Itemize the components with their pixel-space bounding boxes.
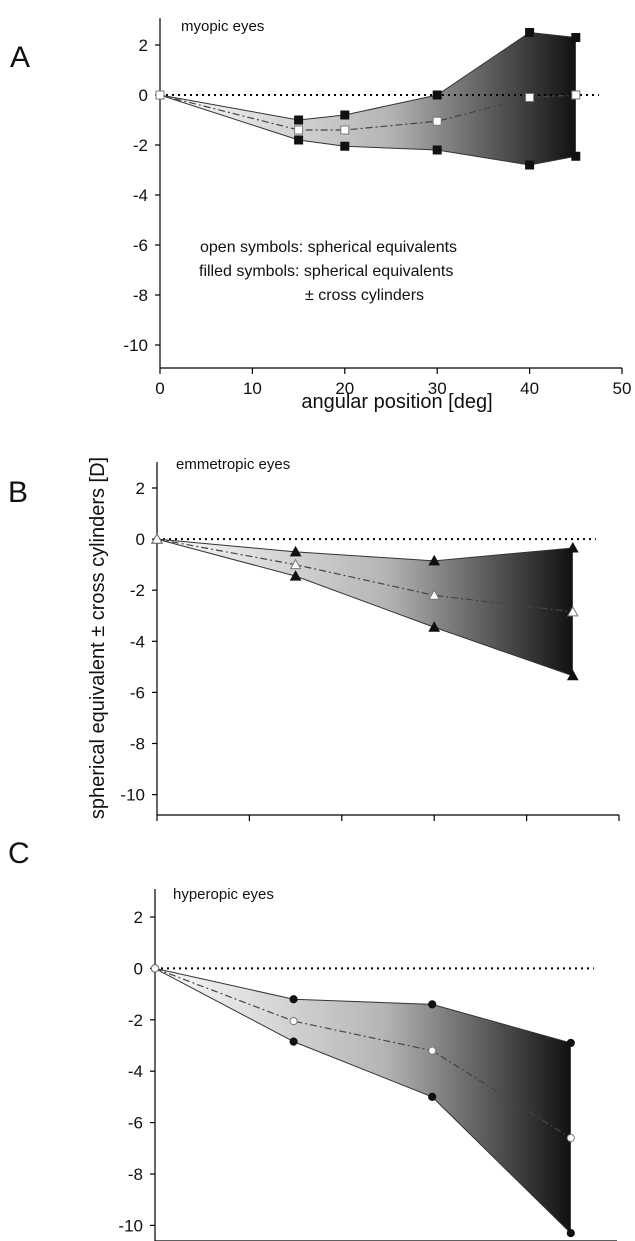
y-tick-label-b: 0 — [136, 530, 145, 549]
y-tick-label-a: 2 — [139, 36, 148, 55]
legend-open-symbols: open symbols: spherical equivalents — [200, 239, 457, 256]
y-tick-label-c: -10 — [118, 1216, 143, 1235]
lower-line-c — [154, 967, 572, 1234]
upper-point-a — [294, 115, 304, 125]
mean-line-b — [156, 538, 573, 613]
mean-point-a — [340, 125, 350, 135]
mean-point-b — [566, 605, 579, 617]
panel-c-title: hyperopic eyes — [173, 886, 274, 903]
mean-point-c — [150, 964, 160, 973]
x-tick-label-a: 40 — [520, 379, 539, 398]
x-tick-label-a: 0 — [155, 379, 164, 398]
upper-point-b — [566, 542, 579, 553]
panel-letter-a: A — [10, 41, 30, 74]
y-tick-label-a: -2 — [133, 136, 148, 155]
shaded-band-c — [155, 968, 571, 1234]
mean-point-a — [432, 116, 442, 126]
upper-point-a — [340, 110, 350, 120]
upper-point-b — [289, 545, 302, 557]
mean-point-a — [525, 93, 535, 102]
lower-point-b — [566, 669, 579, 681]
y-tick-label-a: 0 — [139, 86, 148, 105]
legend-cross-cylinders: ± cross cylinders — [305, 287, 424, 304]
y-tick-label-a: -10 — [123, 336, 148, 355]
lower-line-b — [156, 538, 573, 677]
mean-point-b — [151, 533, 163, 544]
lower-point-a — [340, 141, 350, 151]
shaded-band-a — [160, 32, 576, 165]
mean-point-c — [566, 1133, 575, 1143]
mean-point-b — [428, 589, 441, 600]
lower-point-a — [525, 160, 535, 170]
upper-point-b — [428, 554, 441, 566]
y-tick-label-c: 2 — [134, 908, 143, 927]
lower-line-a — [159, 94, 576, 166]
x-tick-label-a: 30 — [428, 379, 447, 398]
mean-point-a — [294, 125, 304, 135]
y-tick-label-a: -4 — [133, 186, 148, 205]
shaded-band-b — [157, 539, 573, 676]
upper-point-a — [571, 33, 581, 42]
mean-point-a — [155, 90, 165, 100]
upper-line-b — [156, 538, 573, 562]
y-tick-label-c: -8 — [128, 1165, 143, 1184]
lower-point-c — [289, 1037, 298, 1046]
y-tick-label-b: -6 — [130, 683, 145, 702]
mean-point-c — [289, 1016, 298, 1026]
y-tick-label-b: -4 — [130, 632, 145, 651]
mean-line-c — [154, 967, 572, 1139]
lower-point-a — [432, 145, 442, 155]
upper-point-a — [525, 28, 535, 37]
panel-c-hyperopic: hyperopic eyes 2 0 -2 -4 -6 -8 -10 — [118, 886, 617, 1241]
panel-letter-c: C — [8, 837, 30, 870]
mean-line-a — [159, 94, 576, 131]
y-tick-label-b: -2 — [130, 581, 145, 600]
y-tick-label-c: 0 — [134, 959, 143, 978]
upper-point-c — [428, 1000, 437, 1009]
lower-point-b — [428, 621, 441, 632]
x-axis-label: angular position [deg] — [301, 391, 492, 413]
panel-b-title: emmetropic eyes — [176, 456, 290, 473]
panel-a-title: myopic eyes — [181, 18, 264, 35]
lower-point-a — [294, 135, 304, 145]
x-tick-label-a: 50 — [613, 379, 632, 398]
y-tick-label-c: -4 — [128, 1062, 143, 1081]
upper-line-a — [159, 31, 576, 121]
y-tick-label-a: -6 — [133, 236, 148, 255]
panel-letter-b: B — [8, 476, 28, 509]
upper-point-c — [566, 1038, 575, 1048]
y-tick-label-b: -10 — [120, 786, 145, 805]
x-tick-label-a: 20 — [335, 379, 354, 398]
upper-point-c — [289, 995, 298, 1004]
mean-point-b — [289, 558, 302, 570]
y-axis-label: spherical equivalent ± cross cylinders [… — [87, 457, 109, 819]
y-tick-label-c: -6 — [128, 1114, 143, 1133]
mean-point-c — [428, 1046, 437, 1055]
legend-filled-symbols: filled symbols: spherical equivalents — [199, 263, 453, 280]
y-tick-label-b: -8 — [130, 735, 145, 754]
x-tick-label-a: 10 — [243, 379, 262, 398]
upper-point-a — [432, 90, 442, 100]
y-tick-label-a: -8 — [133, 286, 148, 305]
upper-line-c — [154, 967, 571, 1044]
mean-point-a — [571, 90, 581, 100]
lower-point-a — [571, 151, 581, 161]
panel-a-myopic: myopic eyes open symbols: spherical equi… — [123, 18, 631, 398]
y-tick-label-b: 2 — [136, 479, 145, 498]
lower-point-c — [566, 1229, 575, 1238]
y-tick-label-c: -2 — [128, 1011, 143, 1030]
panel-b-emmetropic: emmetropic eyes 2 0 -2 -4 -6 -8 -10 — [120, 456, 620, 821]
lower-point-c — [428, 1092, 437, 1102]
lower-point-b — [289, 570, 302, 581]
